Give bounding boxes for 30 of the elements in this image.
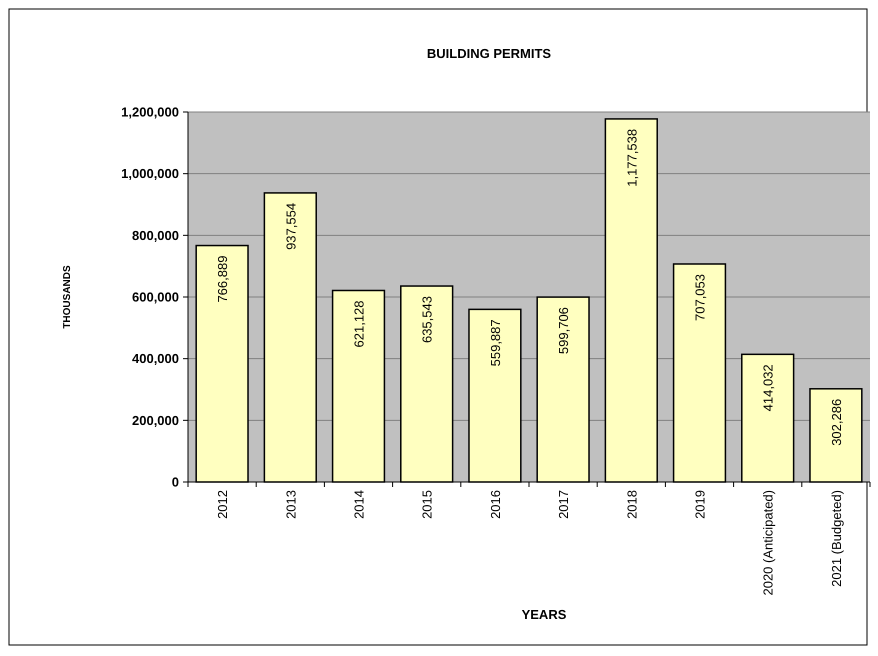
data-label: 707,053 (692, 274, 708, 321)
x-tick-label: 2012 (215, 490, 230, 519)
data-label: 937,554 (283, 202, 298, 250)
data-label: 302,286 (828, 398, 844, 446)
y-tick-label: 600,000 (132, 290, 179, 305)
x-tick-label: 2021 (Budgeted) (828, 490, 844, 587)
x-tick-label: 2014 (352, 490, 366, 519)
y-axis-title: THOUSANDS (62, 265, 73, 329)
data-label: 599,706 (556, 307, 572, 354)
chart-title: BUILDING PERMITS (426, 46, 552, 61)
y-tick-label: 1,200,000 (121, 104, 179, 120)
data-label: 1,177,538 (624, 128, 640, 187)
y-tick-label: 800,000 (132, 228, 179, 243)
x-tick-label: 2013 (283, 490, 298, 519)
y-tick-label: 200,000 (132, 412, 179, 428)
y-tick-label: 400,000 (132, 351, 179, 366)
data-label: 414,032 (760, 364, 776, 412)
x-axis-title: YEARS (522, 607, 567, 622)
data-label: 559,887 (488, 319, 503, 366)
y-tick-label: 1,000,000 (121, 166, 179, 182)
x-tick-label: 2020 (Anticipated) (760, 490, 776, 596)
x-tick-label: 2017 (556, 490, 572, 519)
data-label: 766,889 (215, 256, 230, 303)
x-tick-label: 2015 (420, 490, 435, 519)
x-tick-label: 2019 (692, 490, 708, 519)
data-label: 621,128 (352, 300, 366, 348)
data-label: 635,543 (420, 296, 435, 344)
y-tick-label: 0 (172, 474, 179, 490)
x-tick-label: 2016 (488, 490, 503, 519)
x-tick-label: 2018 (624, 490, 640, 519)
